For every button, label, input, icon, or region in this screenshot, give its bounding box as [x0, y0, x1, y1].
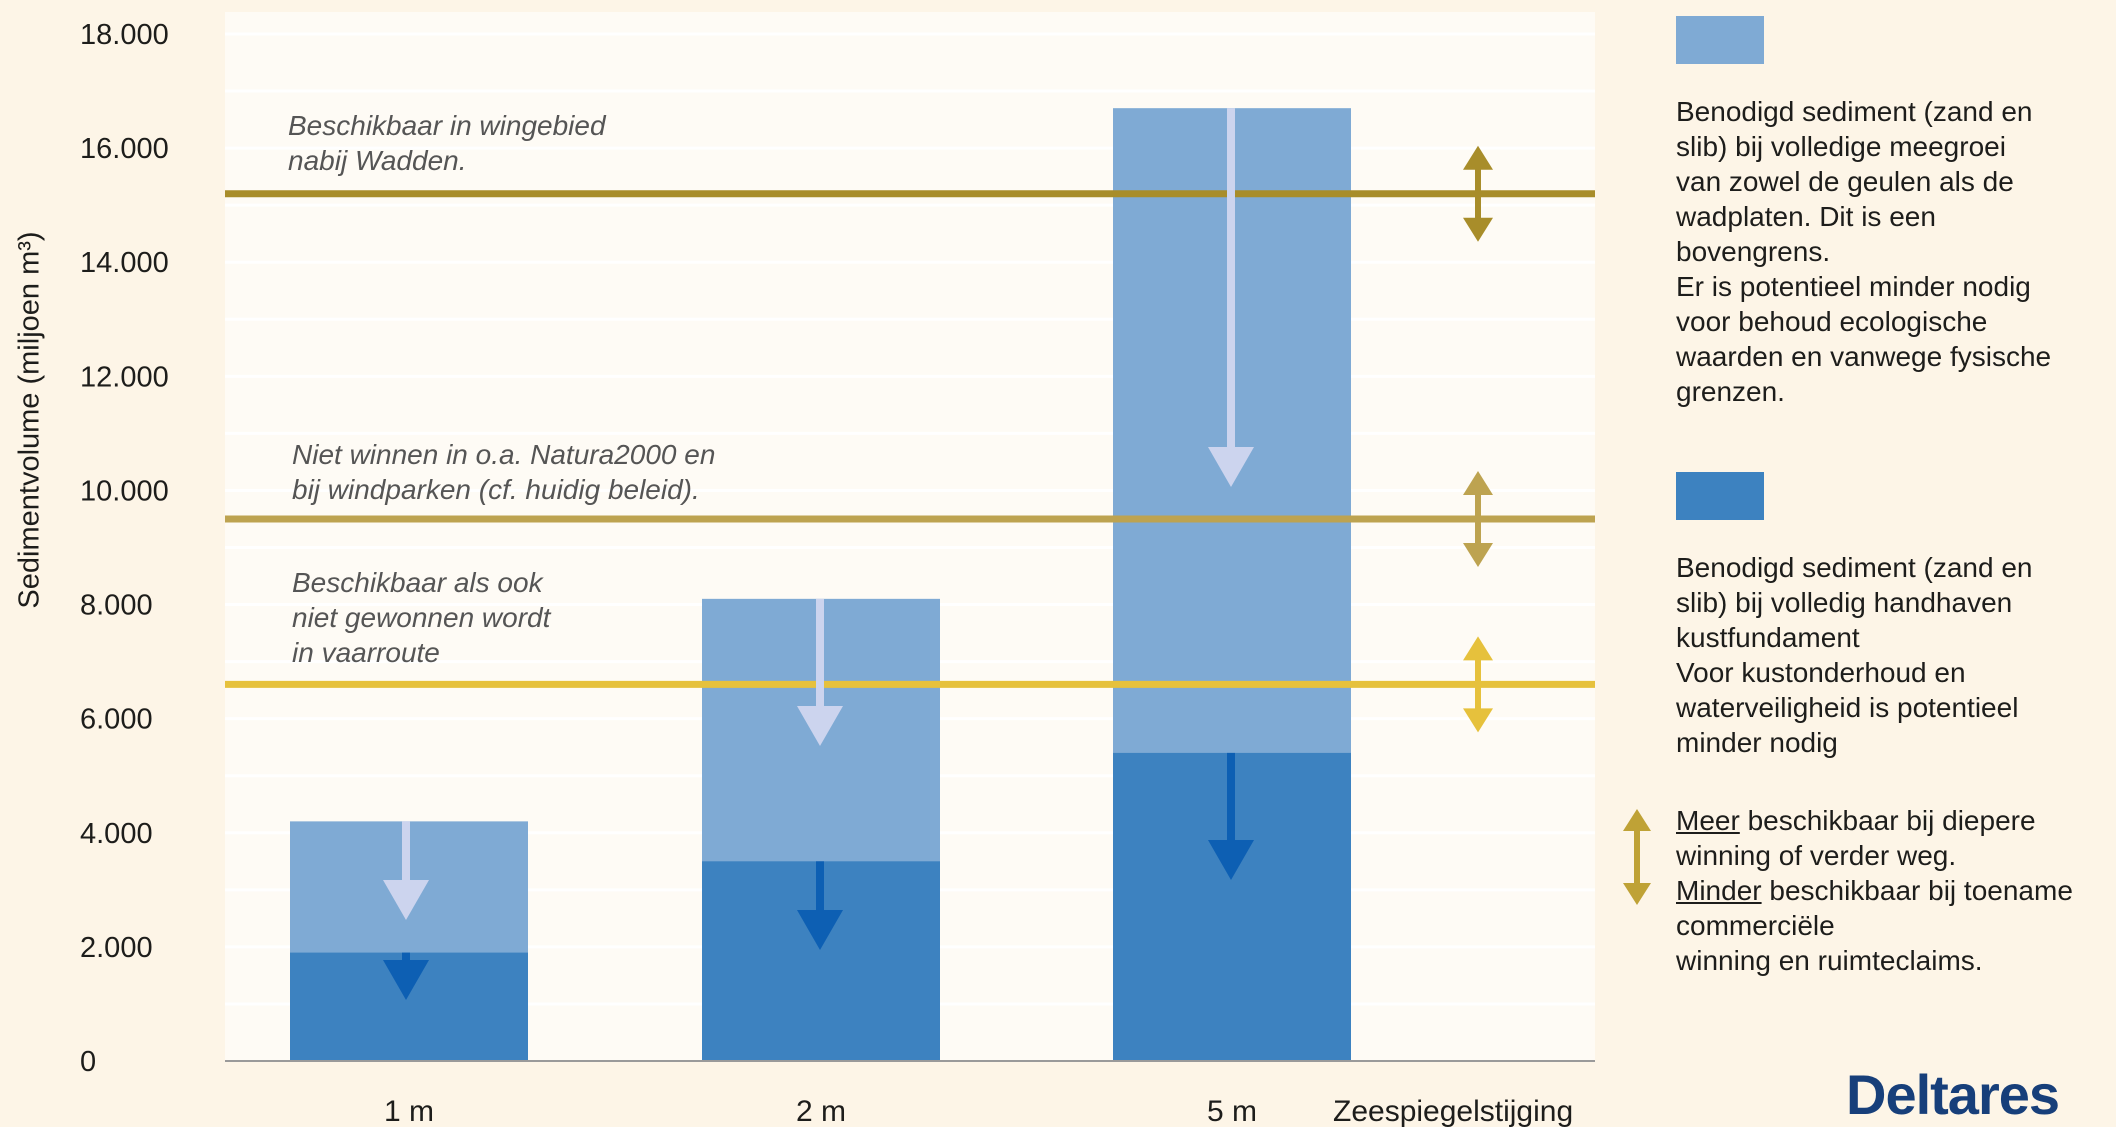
y-tick-label: 4.000	[80, 818, 153, 850]
legend-light-line: Er is potentieel minder nodig	[1676, 271, 2031, 302]
arrow-legend-line-5: winning en ruimteclaims.	[1676, 945, 1983, 976]
reference-line-label: niet gewonnen wordt	[292, 602, 552, 633]
arrow-light-shaft	[816, 598, 824, 708]
y-tick-label: 16.000	[80, 133, 169, 165]
arrow-dark-head	[1208, 840, 1254, 880]
legend-light-line: grenzen.	[1676, 376, 1785, 407]
y-tick-label: 12.000	[80, 361, 169, 393]
legend-item-dark: Benodigd sediment (zand en slib) bij voll…	[1676, 472, 2106, 760]
y-tick-label: 8.000	[80, 590, 153, 622]
legend-swatch-light	[1676, 16, 1764, 64]
x-tick-label: 5 m	[1207, 1095, 1257, 1127]
legend-text-dark: Benodigd sediment (zand en slib) bij voll…	[1676, 550, 2106, 760]
double-arrow-down	[1463, 708, 1493, 733]
reference-line-label: Beschikbaar in wingebied	[288, 110, 607, 141]
x-tick-label: 2 m	[796, 1095, 846, 1127]
arrow-dark-shaft	[1227, 752, 1235, 842]
more-word: Meer	[1676, 805, 1740, 836]
y-tick-label: 18.000	[80, 19, 169, 51]
arrow-dark-head	[383, 960, 429, 1000]
arrow-dark-head	[797, 910, 843, 950]
double-arrow-shaft	[1475, 492, 1481, 545]
reference-line-label: nabij Wadden.	[288, 145, 467, 176]
legend-swatch-dark	[1676, 472, 1764, 520]
arrow-light-shaft	[1227, 108, 1235, 449]
reference-line-label: bij windparken (cf. huidig beleid).	[292, 474, 700, 505]
arrow-dark-shaft	[816, 861, 824, 912]
x-axis-title: Zeespiegelstijging	[1333, 1095, 1573, 1127]
more-rest: beschikbaar bij diepere	[1739, 805, 2036, 836]
legend-light-line: Benodigd sediment (zand en	[1676, 96, 2033, 127]
double-arrow-shaft	[1475, 658, 1481, 711]
arrow-light-head	[383, 880, 429, 920]
legend-light-line: slib) bij volledige meegroei	[1676, 131, 2006, 162]
arrow-light-head	[1208, 447, 1254, 487]
y-axis-title: Sedimentvolume (miljoen m³)	[13, 231, 46, 609]
legend-dark-line: waterveiligheid is potentieel	[1676, 692, 2019, 723]
double-arrow-down	[1463, 217, 1493, 242]
legend-item-light: Benodigd sediment (zand en slib) bij voll…	[1676, 16, 2106, 409]
double-arrow-up	[1463, 470, 1493, 495]
double-arrow-shaft	[1475, 167, 1481, 220]
arrow-legend-line-2: winning of verder weg.	[1676, 840, 1957, 871]
arrow-light-shaft	[402, 821, 410, 882]
legend-text-arrow: Meer beschikbaar bij diepere winning of …	[1676, 803, 2116, 978]
less-word: Minder	[1676, 875, 1762, 906]
y-tick-label: 0	[80, 1046, 96, 1078]
y-tick-label: 10.000	[80, 475, 169, 507]
reference-line-label: in vaarroute	[292, 637, 440, 668]
arrow-light-head	[797, 706, 843, 746]
reference-line-label: Beschikbaar als ook	[292, 567, 545, 598]
legend-light-line: van zowel de geulen als de	[1676, 166, 2014, 197]
legend-light-line: wadplaten. Dit is een	[1676, 201, 1936, 232]
double-arrow-icon	[1623, 809, 1651, 905]
less-rest: beschikbaar bij toename	[1761, 875, 2073, 906]
reference-line-label: Niet winnen in o.a. Natura2000 en	[292, 439, 715, 470]
arrow-legend-line-4: commerciële	[1676, 910, 1835, 941]
legend-light-line: voor behoud ecologische	[1676, 306, 1988, 337]
deltares-logo: Deltares	[1846, 1063, 2060, 1126]
legend-dark-line: Voor kustonderhoud en	[1676, 657, 1966, 688]
legend-dark-line: slib) bij volledig handhaven	[1676, 587, 2013, 618]
y-tick-label: 2.000	[80, 932, 153, 964]
double-arrow-down	[1463, 542, 1493, 567]
arrow-dark-shaft	[402, 952, 410, 962]
legend-dark-line: minder nodig	[1676, 727, 1838, 758]
legend-light-line: bovengrens.	[1676, 236, 1831, 267]
y-tick-label: 14.000	[80, 247, 169, 279]
legend-dark-line: kustfundament	[1676, 622, 1860, 653]
legend-light-line: waarden en vanwege fysische	[1676, 341, 2052, 372]
y-tick-label: 6.000	[80, 704, 153, 736]
double-arrow-up	[1463, 145, 1493, 170]
x-tick-label: 1 m	[384, 1095, 434, 1127]
legend-text-light: Benodigd sediment (zand en slib) bij voll…	[1676, 94, 2106, 409]
legend-dark-line: Benodigd sediment (zand en	[1676, 552, 2033, 583]
double-arrow-up	[1463, 636, 1493, 661]
